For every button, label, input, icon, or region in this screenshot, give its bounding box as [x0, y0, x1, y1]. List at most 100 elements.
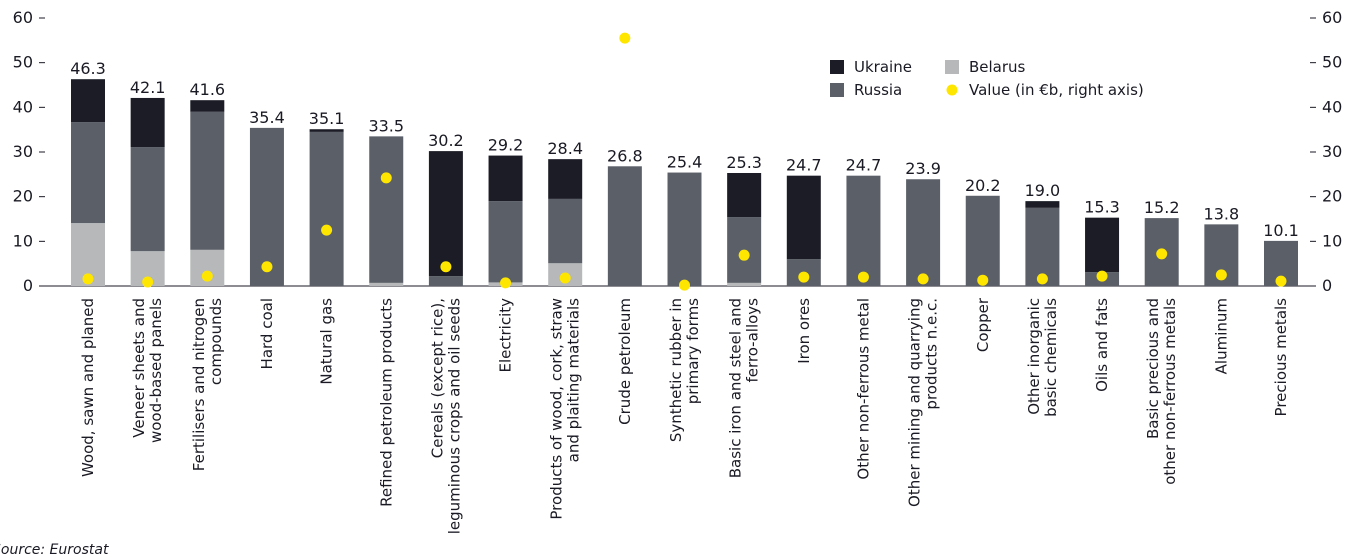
- y2-tick-label: 30: [1322, 142, 1342, 161]
- bar-segment: [369, 282, 404, 286]
- x-tick-label: Cereals (except rice),leguminous crops a…: [428, 298, 463, 534]
- total-label: 33.5: [368, 116, 404, 135]
- bar-segment: [428, 276, 463, 286]
- legend-swatch: [946, 84, 958, 96]
- x-tick-label: Wood, sawn and planed: [79, 298, 97, 477]
- total-label: 10.1: [1263, 221, 1299, 240]
- value-dot: [798, 271, 810, 283]
- bar-segment: [71, 122, 105, 224]
- value-dot: [1036, 273, 1048, 285]
- legend-swatch: [830, 60, 844, 74]
- value-dot: [917, 273, 929, 285]
- bar-segment: [548, 198, 583, 264]
- x-tick-label: Fertilisers and nitrogencompounds: [190, 298, 225, 471]
- value-dot: [738, 249, 750, 261]
- x-tick-label: Basic precious andother non-ferrous meta…: [1144, 298, 1179, 485]
- bar-segment: [369, 136, 404, 283]
- legend-label: Ukraine: [854, 58, 912, 76]
- total-label: 35.4: [249, 108, 285, 127]
- y2-tick-label: 60: [1322, 8, 1342, 27]
- value-dot: [857, 271, 869, 283]
- y2-tick-label: 40: [1322, 97, 1342, 116]
- value-dot: [201, 270, 213, 282]
- y-tick-label: 50: [13, 53, 33, 72]
- legend-label: Russia: [854, 81, 902, 99]
- value-dot: [1275, 275, 1287, 287]
- bar-segment: [548, 159, 583, 199]
- bar-segment: [1085, 217, 1120, 273]
- total-label: 25.3: [726, 153, 762, 172]
- x-tick-label: Aluminum: [1212, 298, 1230, 374]
- total-label: 30.2: [428, 131, 464, 150]
- bar-segment: [906, 179, 941, 286]
- x-tick-label: Copper: [974, 297, 992, 352]
- legend-swatch: [830, 83, 844, 97]
- y2-tick-label: 50: [1322, 53, 1342, 72]
- x-tick-label: Refined petroleum products: [377, 298, 395, 507]
- total-label: 35.1: [309, 109, 345, 128]
- total-label: 15.2: [1144, 198, 1180, 217]
- value-dot: [82, 273, 94, 285]
- y2-tick-label: 0: [1322, 276, 1332, 295]
- bar-segment: [1025, 207, 1060, 286]
- value-dot: [142, 276, 154, 288]
- bar-segment: [488, 155, 523, 202]
- x-tick-label: Veneer sheets andwood-based panels: [130, 298, 165, 443]
- total-label: 13.8: [1204, 204, 1240, 223]
- total-label: 24.7: [786, 156, 822, 175]
- bar-segment: [965, 195, 1000, 286]
- value-dot: [1156, 248, 1168, 260]
- bar-segment: [428, 151, 463, 277]
- legend-label: Belarus: [969, 58, 1026, 76]
- total-label: 46.3: [70, 59, 106, 78]
- value-dot: [679, 279, 690, 291]
- legend-label: Value (in €b, right axis): [969, 81, 1144, 99]
- bar-segment: [71, 79, 105, 123]
- bar-segment: [727, 282, 762, 286]
- bar-segment: [488, 201, 523, 283]
- value-dot: [321, 224, 333, 236]
- x-tick-label: Products of wood, cork, strawand plaitin…: [548, 298, 583, 520]
- total-label: 20.2: [965, 176, 1001, 195]
- x-tick-label: Crude petroleum: [616, 298, 634, 425]
- total-label: 42.1: [130, 78, 166, 97]
- bar-segment: [309, 129, 344, 132]
- bar-segment: [309, 131, 344, 286]
- total-label: 29.2: [488, 136, 524, 155]
- bar-segment: [130, 97, 165, 148]
- bar-segment: [190, 100, 225, 112]
- y-tick-label: 0: [23, 276, 33, 295]
- value-dot: [1215, 269, 1227, 281]
- total-label: 15.3: [1084, 198, 1120, 217]
- x-tick-label: Other inorganicbasic chemicals: [1025, 298, 1060, 417]
- total-label: 41.6: [189, 80, 225, 99]
- y2-tick-label: 10: [1322, 231, 1342, 250]
- x-tick-label: Electricity: [497, 298, 515, 373]
- total-label: 25.4: [667, 153, 703, 172]
- x-tick-label: Other mining and quarryingproducts n.e.c…: [906, 298, 941, 507]
- total-label: 28.4: [547, 139, 583, 158]
- source-note: Source: Eurostat: [0, 542, 109, 558]
- bar-segment: [607, 166, 642, 286]
- bar-segment: [130, 147, 165, 252]
- x-tick-label: Hard coal: [258, 298, 276, 369]
- x-tick-label: Basic iron and steel andferro-alloys: [727, 298, 762, 478]
- y-tick-label: 40: [13, 97, 33, 116]
- x-tick-label: Iron ores: [795, 298, 813, 364]
- y-tick-label: 10: [13, 231, 33, 250]
- x-tick-label: Synthetic rubber inprimary forms: [667, 298, 702, 442]
- value-dot: [440, 261, 452, 273]
- total-label: 24.7: [846, 156, 882, 175]
- value-dot: [619, 32, 631, 44]
- y-tick-label: 60: [13, 8, 33, 27]
- x-tick-label: Precious metals: [1272, 298, 1290, 417]
- total-label: 19.0: [1025, 181, 1061, 200]
- y-tick-label: 20: [13, 187, 33, 206]
- bar-segment: [667, 172, 702, 286]
- value-dot: [500, 277, 512, 289]
- bar-segment: [727, 172, 762, 218]
- value-dot: [380, 172, 392, 184]
- y2-tick-label: 20: [1322, 187, 1342, 206]
- bar-segment: [846, 175, 881, 286]
